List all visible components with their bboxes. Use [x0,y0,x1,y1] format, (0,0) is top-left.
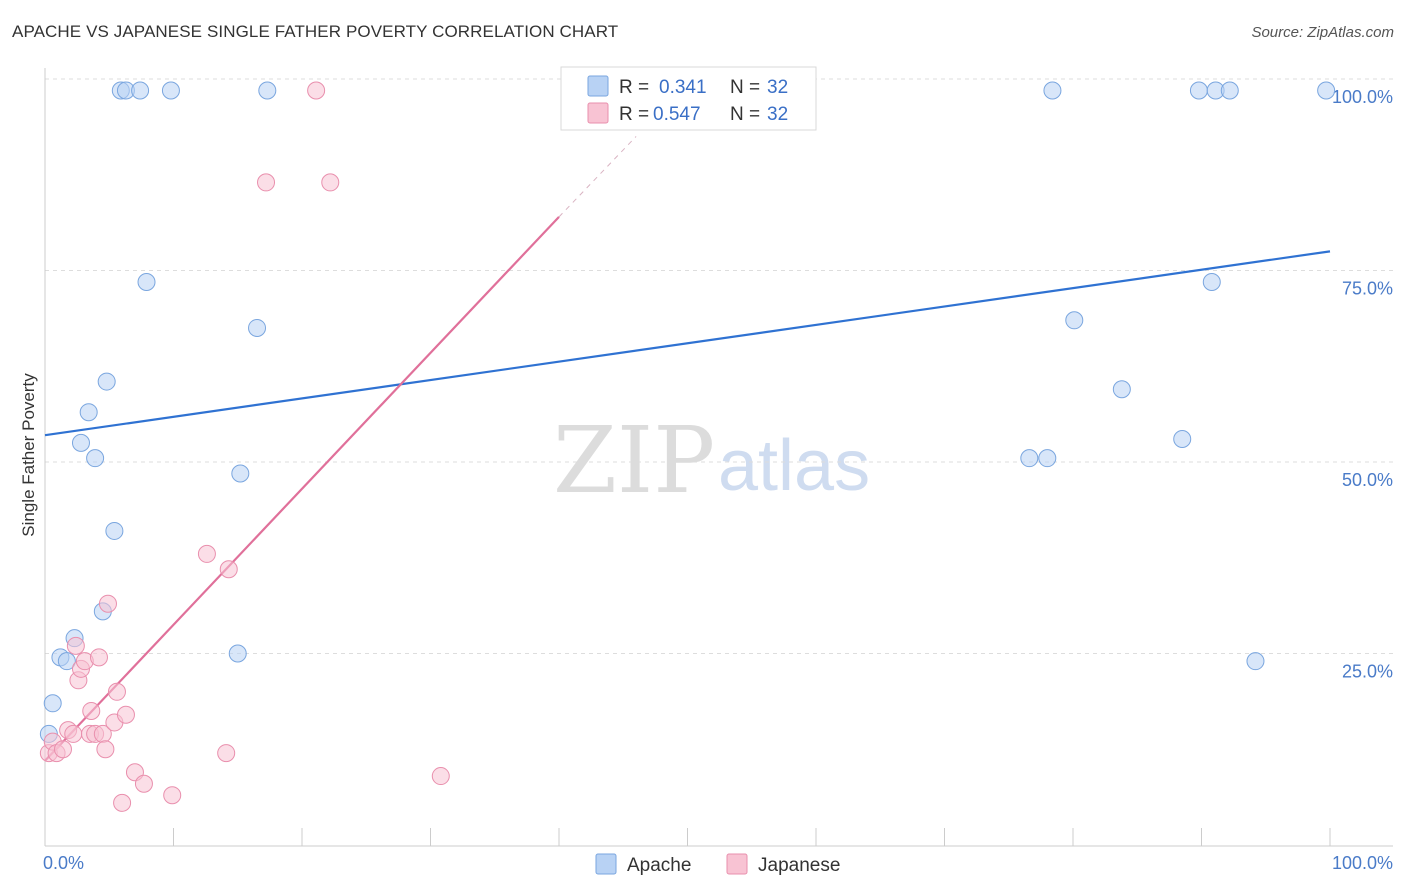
data-point-japanese [66,636,85,655]
x-tick-labels: 0.0% 100.0% [43,853,1393,873]
data-point-apache [248,318,267,337]
data-point-japanese [53,740,72,759]
data-point-apache [161,81,180,100]
correlation-legend: R = 0.341 N = 32 R = 0.547 N = 32 [560,66,817,131]
data-point-apache [258,81,277,100]
data-point-apache [97,372,116,391]
data-point-apache [231,464,250,483]
legend-n-value-japanese: 32 [767,104,788,125]
y-tick-label: 25.0% [1342,662,1393,682]
data-point-japanese [163,786,182,805]
legend-n-label-apache: N = [730,77,760,98]
y-axis-title: Single Father Poverty [19,373,38,537]
legend-r-value-apache: 0.341 [659,77,707,98]
data-point-apache [57,652,76,671]
watermark: ZIP atlas [553,407,870,514]
data-point-japanese [82,701,101,720]
data-point-japanese [113,793,132,812]
data-point-apache [1173,430,1192,449]
legend-n-value-apache: 32 [767,77,788,98]
data-point-japanese [321,173,340,192]
data-point-apache [1220,81,1239,100]
data-point-apache [1202,272,1221,291]
data-point-japanese [197,544,216,563]
data-point-apache [131,81,150,100]
data-point-apache [1065,311,1084,330]
series-legend-label-japanese: Japanese [758,855,840,876]
trend-line-apache [44,250,1331,437]
data-point-apache [1038,449,1057,468]
data-point-apache [1112,380,1131,399]
data-point-japanese [64,724,83,743]
data-points [39,81,1336,812]
y-tick-labels: 25.0% 50.0% 75.0% 100.0% [1332,87,1393,682]
data-point-apache [1189,81,1208,100]
data-point-japanese [96,740,115,759]
trend-line-japanese [44,216,560,762]
axes [44,68,1393,847]
data-point-apache [1317,81,1336,100]
data-point-japanese [89,648,108,667]
data-point-apache [137,272,156,291]
legend-swatch-japanese [587,102,609,124]
data-point-apache [1246,652,1265,671]
data-point-apache [43,694,62,713]
data-point-japanese [98,594,117,613]
legend-n-label-japanese: N = [730,104,760,125]
data-point-apache [105,521,124,540]
data-point-apache [228,644,247,663]
data-point-japanese [217,744,236,763]
data-point-japanese [107,682,126,701]
data-point-apache [86,449,105,468]
series-legend-swatch-apache [595,853,617,875]
data-point-japanese [219,560,238,579]
y-tick-label: 100.0% [1332,87,1393,107]
data-point-apache [1020,449,1039,468]
legend-r-label-apache: R = [619,77,649,98]
legend-swatch-apache [587,75,609,97]
series-legend: Apache Japanese [595,853,840,876]
data-point-apache [79,403,98,422]
y-tick-label: 50.0% [1342,470,1393,490]
data-point-japanese [431,767,450,786]
data-point-apache [71,433,90,452]
series-legend-swatch-japanese [726,853,748,875]
legend-r-label-japanese: R = [619,104,649,125]
trend-lines [44,136,1331,762]
y-tick-label: 75.0% [1342,279,1393,299]
data-point-japanese [307,81,326,100]
watermark-zip: ZIP [553,407,715,514]
gridlines [45,78,1393,654]
x-tick-label-min: 0.0% [43,853,84,873]
data-point-apache [1043,81,1062,100]
data-point-japanese [134,774,153,793]
series-legend-label-apache: Apache [627,855,691,876]
chart-title: APACHE VS JAPANESE SINGLE FATHER POVERTY… [12,22,619,41]
data-point-japanese [116,705,135,724]
watermark-atlas: atlas [718,426,870,506]
source-label: Source: ZipAtlas.com [1251,24,1394,41]
legend-r-value-japanese: 0.547 [653,104,701,125]
trend-line-japanese-extension [558,136,637,218]
data-point-japanese [257,173,276,192]
x-tick-label-max: 100.0% [1332,853,1393,873]
